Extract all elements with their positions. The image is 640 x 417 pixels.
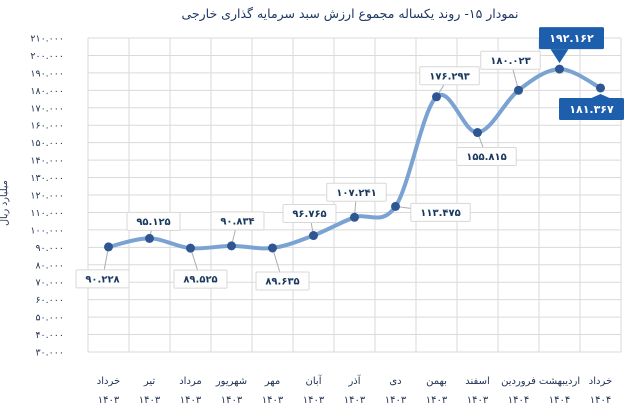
y-axis-tick-label: ۲۰۰.۰۰۰ bbox=[30, 51, 64, 62]
x-axis-month-label: اردیبهشت bbox=[539, 376, 580, 387]
chart-title: نمودار ۱۵- روند یکساله مجموع ارزش سبد سر… bbox=[181, 6, 519, 21]
data-label-value: ۸۹.۶۳۵ bbox=[265, 276, 299, 287]
data-point-marker bbox=[555, 64, 564, 74]
data-label-value: ۹۶.۷۶۵ bbox=[292, 209, 326, 220]
x-axis-month-label: مرداد bbox=[179, 376, 202, 387]
data-label-value: ۱۵۵.۸۱۵ bbox=[466, 152, 506, 163]
data-label-box bbox=[326, 182, 387, 202]
x-axis-month-label: خرداد bbox=[97, 376, 120, 387]
x-axis-month-label: بهمن bbox=[426, 376, 447, 387]
y-axis-tick-label: ۱۷۰.۰۰۰ bbox=[30, 103, 64, 114]
x-axis-year-label: ۱۴۰۳ bbox=[303, 395, 325, 406]
x-axis-year-label: ۱۴۰۳ bbox=[180, 395, 202, 406]
data-label-value: ۸۹.۵۲۵ bbox=[183, 275, 217, 286]
y-axis-tick-label: ۴۰.۰۰۰ bbox=[35, 330, 64, 341]
data-point-marker bbox=[391, 201, 400, 211]
data-label-box bbox=[480, 50, 541, 70]
y-axis-tick-label: ۹۰.۰۰۰ bbox=[35, 243, 64, 254]
data-label-box bbox=[255, 271, 310, 291]
data-label-box bbox=[126, 211, 181, 231]
highlighted-data-label-box bbox=[539, 27, 604, 50]
y-axis-tick-label: ۱۰۰.۰۰۰ bbox=[30, 225, 64, 236]
data-point-marker bbox=[596, 83, 605, 93]
x-axis-year-label: ۱۴۰۴ bbox=[508, 395, 529, 406]
data-label-box bbox=[173, 269, 228, 289]
data-label-value: ۱۷۶.۲۹۳ bbox=[429, 71, 469, 82]
x-axis-year-label: ۱۴۰۳ bbox=[426, 395, 448, 406]
data-point-marker bbox=[268, 243, 277, 253]
data-point-marker bbox=[432, 92, 441, 102]
x-axis-year-label: ۱۴۰۴ bbox=[590, 395, 611, 406]
y-axis-tick-label: ۱۶۰.۰۰۰ bbox=[30, 121, 64, 132]
data-label-value: ۱۰۷.۲۴۱ bbox=[336, 188, 376, 199]
data-point-marker bbox=[186, 243, 195, 253]
y-axis-tick-label: ۱۴۰.۰۰۰ bbox=[30, 156, 64, 167]
x-axis-year-label: ۱۴۰۳ bbox=[467, 395, 489, 406]
data-label-box bbox=[410, 202, 471, 222]
y-axis-tick-label: ۱۲۰.۰۰۰ bbox=[30, 191, 64, 202]
y-axis-tick-label: ۱۸۰.۰۰۰ bbox=[30, 86, 64, 97]
y-axis-tick-label: ۲۱۰.۰۰۰ bbox=[30, 34, 64, 45]
data-label-value: ۹۰.۸۳۴ bbox=[220, 216, 254, 227]
y-axis-tick-label: ۵۰.۰۰۰ bbox=[35, 313, 64, 324]
y-axis-tick-label: ۱۳۰.۰۰۰ bbox=[30, 173, 64, 184]
y-axis-tick-label: ۷۰.۰۰۰ bbox=[35, 278, 64, 289]
x-axis-year-label: ۱۴۰۳ bbox=[221, 395, 243, 406]
x-axis-month-label: مهر bbox=[264, 376, 280, 387]
x-axis-month-label: آبان bbox=[306, 374, 323, 387]
x-axis-month-label: تیر bbox=[143, 376, 156, 387]
data-label-value: ۱۸۰.۰۲۳ bbox=[490, 56, 530, 67]
x-axis-year-label: ۱۴۰۳ bbox=[262, 395, 284, 406]
y-axis-tick-label: ۶۰.۰۰۰ bbox=[35, 295, 64, 306]
data-label-box bbox=[75, 269, 130, 289]
data-point-marker bbox=[309, 231, 318, 241]
data-label-box bbox=[419, 66, 480, 86]
x-axis-month-label: شهریور bbox=[215, 376, 247, 387]
x-axis-year-label: ۱۴۰۳ bbox=[98, 395, 120, 406]
data-point-marker bbox=[227, 241, 236, 251]
x-axis-year-label: ۱۴۰۴ bbox=[549, 395, 570, 406]
x-axis-year-label: ۱۴۰۳ bbox=[139, 395, 161, 406]
highlighted-data-label-value: ۱۸۱.۳۶۷ bbox=[569, 103, 614, 116]
data-label-box bbox=[210, 211, 265, 231]
data-label-pointer bbox=[550, 49, 569, 64]
data-point-marker bbox=[473, 128, 482, 138]
y-axis-tick-label: ۱۱۰.۰۰۰ bbox=[30, 208, 64, 219]
y-axis-tick-label: ۳۰.۰۰۰ bbox=[35, 348, 64, 359]
data-label-value: ۹۰.۲۲۸ bbox=[85, 274, 119, 285]
data-point-marker bbox=[145, 233, 154, 243]
x-axis-month-label: آذر bbox=[347, 374, 361, 387]
data-label-value: ۹۵.۱۲۵ bbox=[136, 217, 170, 228]
data-label-value: ۱۱۳.۴۷۵ bbox=[420, 208, 460, 219]
data-point-marker bbox=[514, 85, 523, 95]
data-label-box bbox=[282, 204, 337, 224]
x-axis-month-label: اسفند bbox=[465, 376, 489, 387]
data-label-pointer bbox=[591, 93, 610, 98]
data-point-marker bbox=[350, 212, 359, 222]
highlighted-data-label-box bbox=[559, 97, 624, 120]
data-point-marker bbox=[104, 242, 113, 252]
y-axis-tick-label: ۱۹۰.۰۰۰ bbox=[30, 68, 64, 79]
y-axis-tick-label: ۸۰.۰۰۰ bbox=[35, 260, 64, 271]
data-label-box bbox=[456, 147, 517, 167]
highlighted-data-label-value: ۱۹۲.۱۶۲ bbox=[549, 32, 594, 45]
x-axis-month-label: فروردین bbox=[501, 376, 536, 387]
y-axis-tick-label: ۱۵۰.۰۰۰ bbox=[30, 138, 64, 149]
x-axis-month-label: خرداد bbox=[589, 376, 612, 387]
x-axis-year-label: ۱۴۰۳ bbox=[385, 395, 407, 406]
x-axis-month-label: دی bbox=[389, 376, 401, 387]
x-axis-year-label: ۱۴۰۳ bbox=[344, 395, 366, 406]
